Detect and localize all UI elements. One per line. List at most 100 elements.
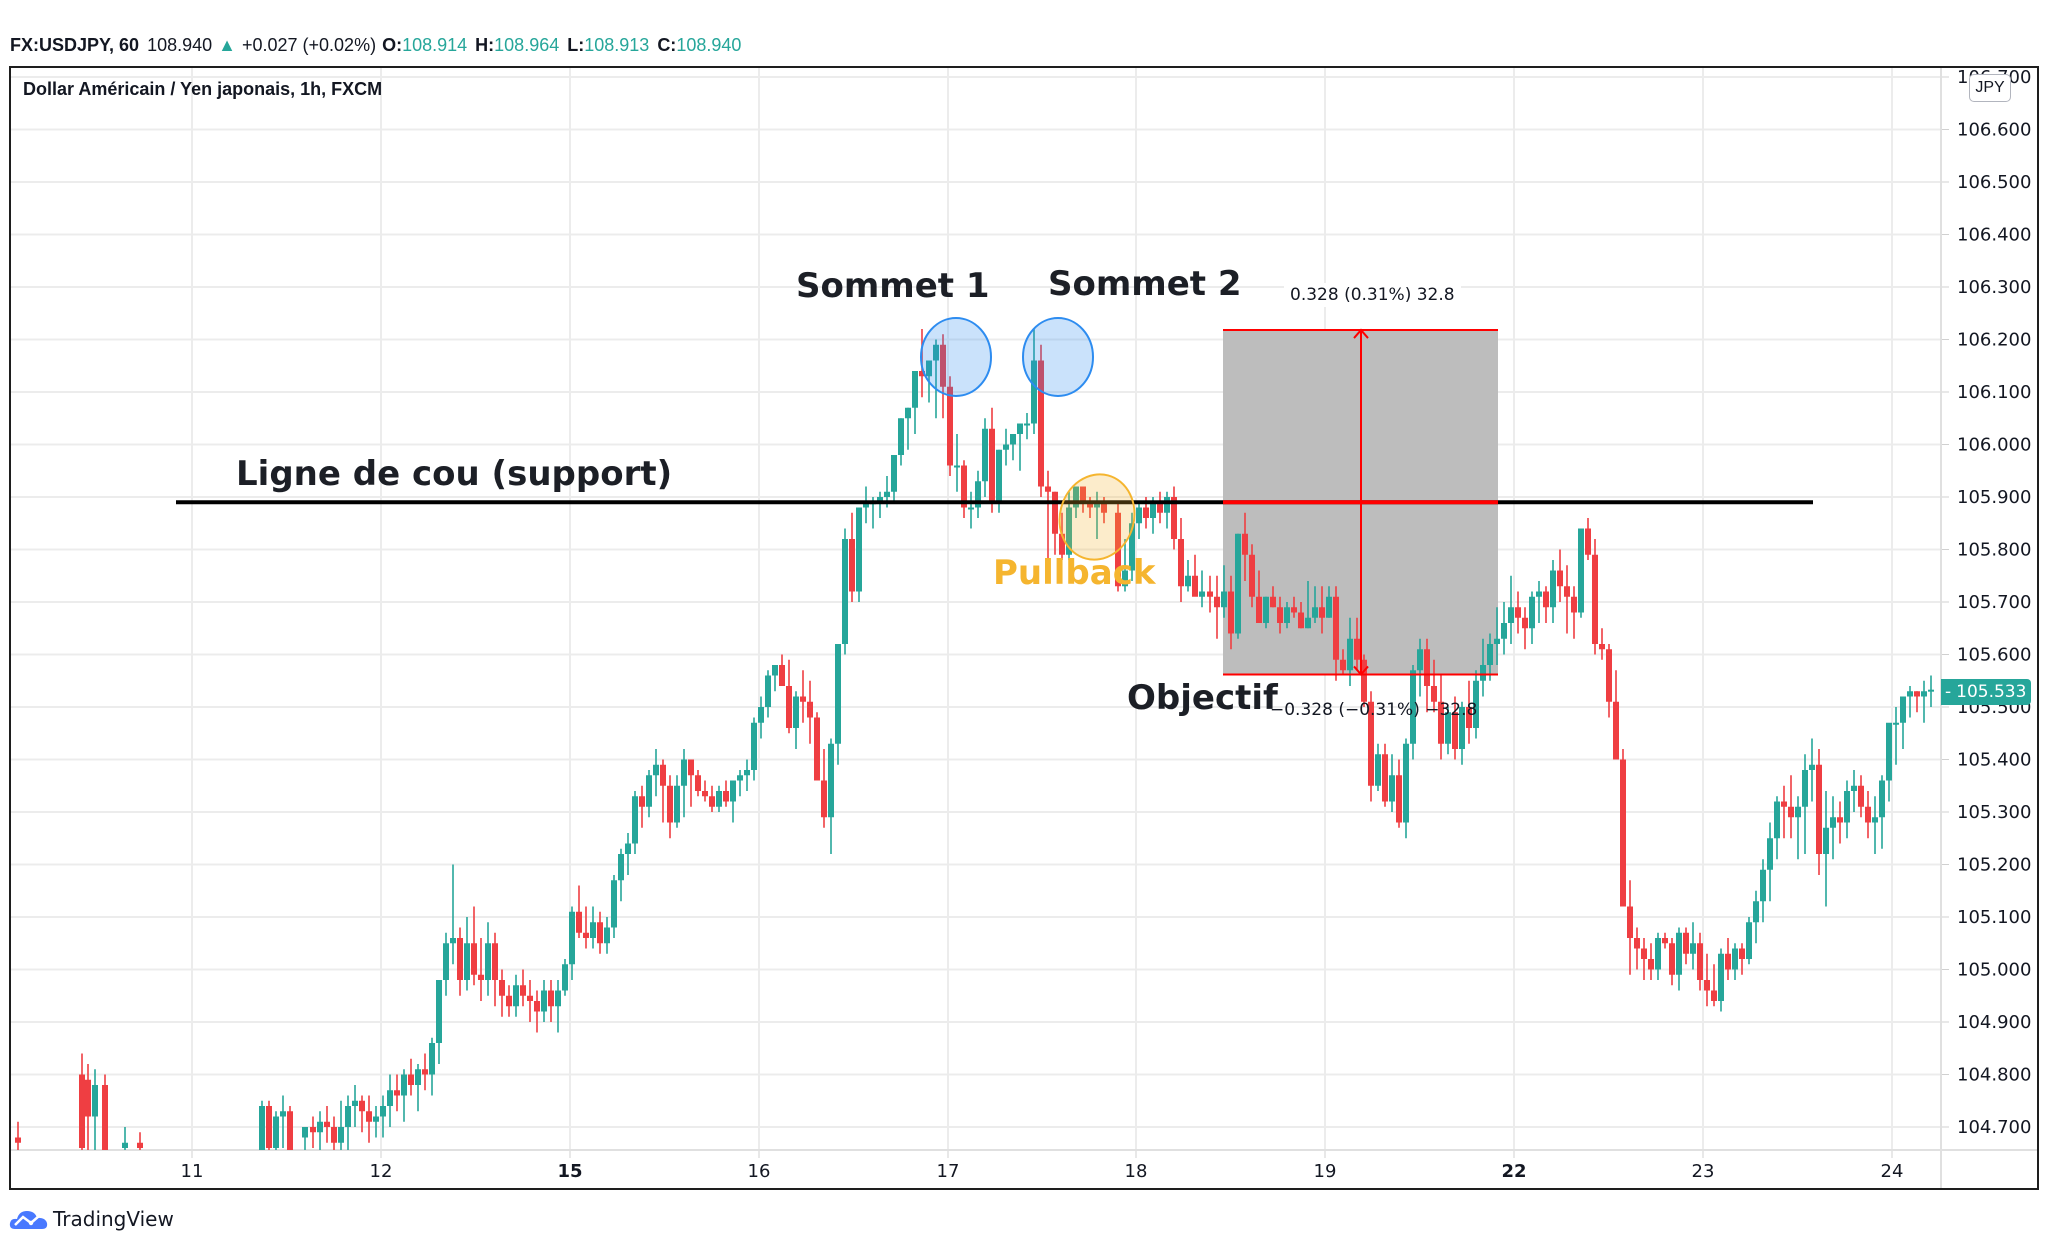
annotation-neckline[interactable]: Ligne de cou (support) <box>236 454 673 494</box>
candle-up <box>1774 801 1780 839</box>
last-price: 108.940 <box>147 34 213 55</box>
candle-up <box>618 854 624 881</box>
candle-down <box>1599 644 1605 650</box>
candle-down <box>947 386 953 466</box>
candle-down <box>1865 806 1871 823</box>
annotation-objectif[interactable]: Objectif <box>1127 678 1278 718</box>
candle-up <box>1073 486 1079 508</box>
candle-up <box>1767 838 1773 870</box>
candle-down <box>548 990 554 1007</box>
candle-up <box>562 964 568 991</box>
candle-down <box>1298 612 1304 629</box>
candle-up <box>429 1043 435 1075</box>
candle-down <box>1648 959 1654 970</box>
candle-up <box>1550 570 1556 608</box>
price-axis-label: 105.800 <box>1957 540 2031 561</box>
candle-up <box>338 1127 344 1143</box>
current-price-label: 105.533 <box>1941 679 2031 705</box>
arrow-up-icon <box>1353 328 1369 339</box>
candle-up <box>1347 638 1353 671</box>
candle-up <box>1844 791 1850 823</box>
price-axis-label: 104.700 <box>1957 1117 2031 1138</box>
candle-up <box>793 696 799 728</box>
candle-down <box>1515 607 1521 618</box>
candle-down <box>807 701 813 718</box>
candle-down <box>1627 906 1633 938</box>
candle-up <box>632 796 638 844</box>
candle-up <box>856 507 862 592</box>
candle-down <box>1739 948 1745 959</box>
candle-up <box>273 1116 279 1148</box>
candle-down <box>1178 539 1184 587</box>
candle-down <box>1641 948 1647 959</box>
candle-down <box>1571 596 1577 613</box>
price-axis-label: 106.400 <box>1957 225 2031 246</box>
candle-down <box>137 1142 143 1148</box>
time-axis-label: 17 <box>937 1161 960 1182</box>
annotation-pullback[interactable]: Pullback <box>993 553 1156 593</box>
candle-down <box>723 791 729 802</box>
candle-down <box>1333 596 1339 660</box>
sommet-2-circle[interactable] <box>1022 317 1094 397</box>
candle-down <box>1228 591 1234 634</box>
candle-up <box>1480 665 1486 681</box>
candle-up <box>555 990 561 1007</box>
symbol-legend: FX:USDJPY, 60 108.940 ▲ +0.027 (+0.02%) … <box>10 30 749 60</box>
candle-up <box>1907 691 1913 697</box>
candle-up <box>464 943 470 980</box>
candle-down <box>667 785 673 823</box>
candle-up <box>646 775 652 807</box>
annotation-sommet-2[interactable]: Sommet 2 <box>1048 264 1242 304</box>
candle-down <box>1711 990 1717 1001</box>
candle-up <box>744 770 750 776</box>
candle-down <box>1438 701 1444 744</box>
price-axis-label: 106.100 <box>1957 382 2031 403</box>
candle-down <box>478 974 484 980</box>
time-axis-label: 23 <box>1692 1161 1715 1182</box>
candle-up <box>317 1121 323 1133</box>
candle-up <box>1031 360 1037 424</box>
sommet-1-circle[interactable] <box>920 317 992 397</box>
candle-down <box>1256 596 1262 623</box>
candle-down <box>1522 617 1528 629</box>
candle-down <box>639 796 645 807</box>
close-label: C: <box>657 34 677 55</box>
close-value: 108.940 <box>676 34 742 55</box>
candle-down <box>1396 775 1402 823</box>
candle-up <box>1578 528 1584 613</box>
symbol-name[interactable]: FX:USDJPY, 60 <box>10 34 140 55</box>
time-axis-label: 24 <box>1881 1161 1904 1182</box>
candle-up <box>828 743 834 818</box>
candle-up <box>1284 607 1290 623</box>
candle-down <box>1564 586 1570 597</box>
candle-up <box>716 791 722 807</box>
candle-up <box>835 644 841 744</box>
candle-down <box>1277 607 1283 623</box>
candle-down <box>1354 638 1360 660</box>
candle-down <box>695 775 701 791</box>
candle-up <box>1795 806 1801 818</box>
candle-down <box>527 995 533 1001</box>
time-axis-label: 15 <box>557 1161 582 1182</box>
candle-down <box>709 796 715 807</box>
candle-up <box>345 1106 351 1127</box>
candle-up <box>625 843 631 854</box>
candle-up <box>996 449 1002 503</box>
price-axis-label: 104.900 <box>1957 1012 2031 1033</box>
pullback-circle[interactable] <box>1050 466 1144 568</box>
currency-badge[interactable]: JPY <box>1969 74 2011 102</box>
candle-up <box>590 922 596 938</box>
candle-down <box>1101 502 1107 513</box>
price-change: +0.027 (+0.02%) <box>241 34 377 55</box>
candle-down <box>1613 701 1619 760</box>
candle-up <box>926 360 932 377</box>
annotation-sommet-1[interactable]: Sommet 1 <box>796 266 990 306</box>
price-axis-label: 106.500 <box>1957 172 2031 193</box>
low-label: L: <box>567 34 585 55</box>
price-axis-label: 105.700 <box>1957 592 2031 613</box>
candle-down <box>583 932 589 938</box>
tradingview-logo[interactable]: TradingView <box>9 1207 174 1231</box>
high-label: H: <box>475 34 495 55</box>
candle-down <box>1543 591 1549 608</box>
